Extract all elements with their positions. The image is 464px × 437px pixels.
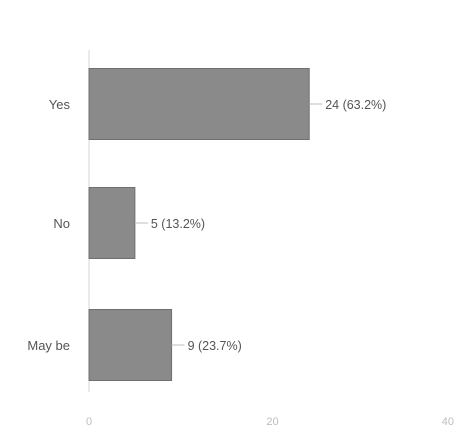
bar-may-be <box>88 309 173 381</box>
bar-no <box>88 187 136 259</box>
data-label-yes: 24 (63.2%) <box>325 98 386 112</box>
x-tick-label-20: 20 <box>266 416 278 428</box>
bar-yes <box>88 68 310 140</box>
x-tick-label-40: 40 <box>442 416 454 428</box>
category-label-yes: Yes <box>49 97 71 112</box>
category-label-may-be: May be <box>27 338 70 353</box>
data-label-no: 5 (13.2%) <box>151 217 205 231</box>
data-label-may-be: 9 (23.7%) <box>188 339 242 353</box>
category-label-no: No <box>53 216 70 231</box>
x-tick-label-0: 0 <box>86 416 92 428</box>
